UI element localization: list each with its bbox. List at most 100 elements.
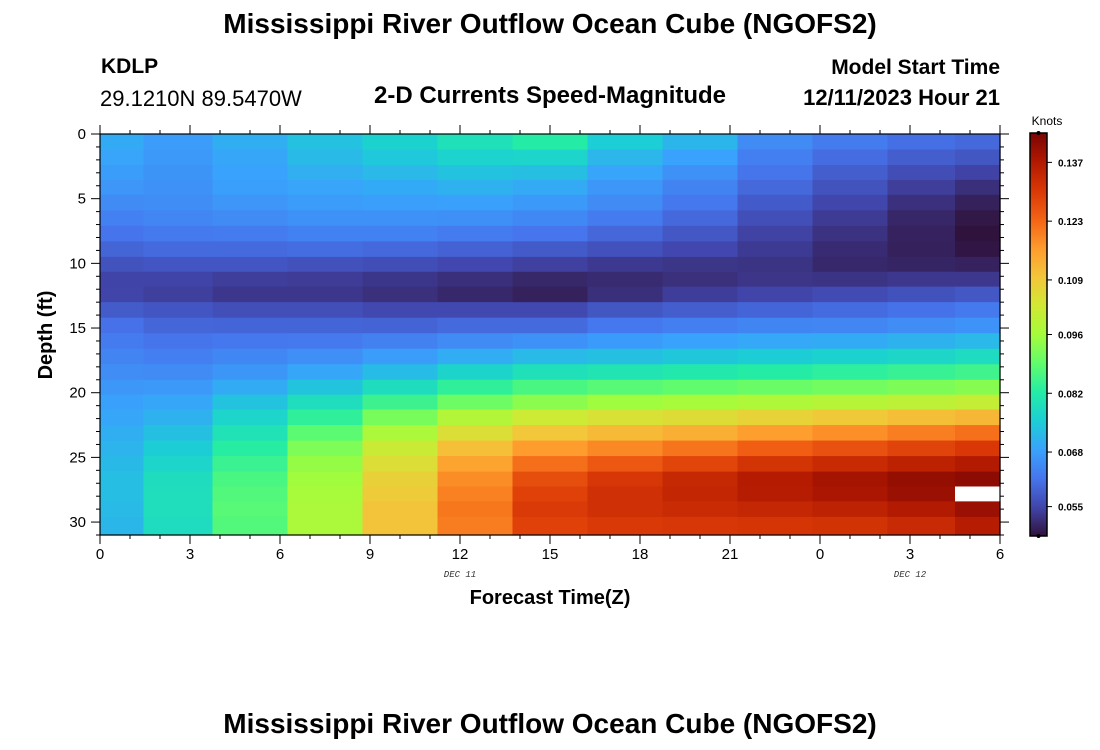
heatmap-cell (437, 134, 514, 151)
heatmap-cell (512, 149, 589, 166)
heatmap-cell (662, 302, 739, 319)
heatmap-cell (362, 286, 439, 303)
heatmap-cell (437, 471, 514, 488)
heatmap-cell (143, 194, 214, 211)
heatmap-cell (212, 302, 289, 319)
heatmap-cell (100, 210, 145, 227)
heatmap-cell (100, 486, 145, 502)
heatmap-cell (955, 516, 1001, 536)
heatmap-cell (955, 333, 1001, 350)
heatmap-cell (737, 286, 814, 303)
x-axis: 0 3 6 9 12 15 18 21 0 3 6 DEC 11 DEC 12 (96, 125, 1004, 580)
heatmap-cell (812, 271, 889, 288)
heatmap-cell (887, 302, 956, 319)
heatmap-cell (212, 501, 289, 518)
heatmap-cell (100, 225, 145, 242)
heatmap-cell (437, 364, 514, 381)
heatmap-cell (812, 134, 889, 151)
y-axis-title: Depth (ft) (35, 291, 57, 380)
heatmap-cell (887, 456, 956, 473)
heatmap-cell (512, 456, 589, 473)
heatmap-cell (287, 149, 364, 166)
heatmap-cell (212, 286, 289, 303)
heatmap-cell (287, 440, 364, 457)
heatmap-cell (437, 271, 514, 288)
heatmap-cell (955, 179, 1001, 196)
heatmap-cell (287, 501, 364, 518)
heatmap-cell (887, 394, 956, 411)
heatmap-cell (100, 379, 145, 396)
y-tick-label: 15 (69, 320, 86, 337)
heatmap-cell (587, 165, 664, 181)
heatmap-cell (737, 409, 814, 426)
heatmap-cell (212, 134, 289, 151)
x-tick-label: 9 (366, 546, 374, 563)
heatmap-cell (662, 179, 739, 196)
x-tick-label: 15 (542, 546, 559, 563)
heatmap-cell (362, 317, 439, 334)
heatmap-cell (143, 210, 214, 227)
heatmap-cell (662, 409, 739, 426)
heatmap-cell (212, 241, 289, 258)
heatmap-cell (287, 516, 364, 536)
heatmap-cell (362, 501, 439, 518)
heatmap-cell (587, 179, 664, 196)
heatmap-cell (662, 149, 739, 166)
heatmap-cell (362, 134, 439, 151)
heatmap-cell (143, 409, 214, 426)
heatmap-cell (143, 425, 214, 442)
station-coordinates: 29.1210N 89.5470W (100, 86, 302, 111)
heatmap-cell (212, 256, 289, 273)
heatmap-cell (887, 379, 956, 396)
heatmap-cell (587, 302, 664, 319)
heatmap-cell (100, 348, 145, 365)
heatmap-cell (143, 134, 214, 151)
heatmap-cell (812, 333, 889, 350)
heatmap-cell (662, 501, 739, 518)
heatmap-cell (100, 241, 145, 258)
heatmap-cell (812, 302, 889, 319)
heatmap-cell (955, 194, 1001, 211)
x-tick-label: 0 (816, 546, 824, 563)
heatmap-cell (143, 456, 214, 473)
heatmap-cell (287, 134, 364, 151)
colorbar-tick-label: 0.068 (1058, 448, 1083, 459)
heatmap-cell (100, 425, 145, 442)
colorbar-tick-label: 0.055 (1058, 503, 1083, 514)
heatmap-cell (437, 286, 514, 303)
y-axis: 0 5 10 15 20 25 30 (69, 126, 1009, 536)
heatmap-cell (737, 364, 814, 381)
heatmap-cell (100, 165, 145, 181)
heatmap-cell (143, 271, 214, 288)
colorbar-tick-label: 0.109 (1058, 276, 1083, 287)
heatmap-cell (512, 379, 589, 396)
heatmap-cell (812, 210, 889, 227)
heatmap-cell (212, 210, 289, 227)
heatmap-cell (512, 210, 589, 227)
heatmap-cell (287, 471, 364, 488)
heatmap-cell (212, 471, 289, 488)
heatmap-cell (212, 271, 289, 288)
heatmap-cell (143, 225, 214, 242)
heatmap-cell (887, 134, 956, 151)
heatmap-cell (143, 333, 214, 350)
heatmap-cell (287, 256, 364, 273)
heatmap-cell (662, 194, 739, 211)
colorbar-tick-label: 0.123 (1058, 217, 1083, 228)
heatmap-cell (212, 425, 289, 442)
heatmap-cell (212, 317, 289, 334)
page-title: Mississippi River Outflow Ocean Cube (NG… (223, 8, 877, 39)
heatmap-cell (587, 286, 664, 303)
heatmap-cell (362, 348, 439, 365)
heatmap-cell (812, 317, 889, 334)
heatmap-cell (512, 134, 589, 151)
heatmap-cell (587, 471, 664, 488)
heatmap-cell (812, 516, 889, 536)
heatmap-cell (955, 256, 1001, 273)
heatmap-cell (662, 364, 739, 381)
heatmap-cell (887, 425, 956, 442)
heatmap-cell (955, 456, 1001, 473)
colorbar-units-label: Knots (1032, 114, 1063, 128)
heatmap-cell (587, 516, 664, 536)
heatmap-cell (143, 256, 214, 273)
